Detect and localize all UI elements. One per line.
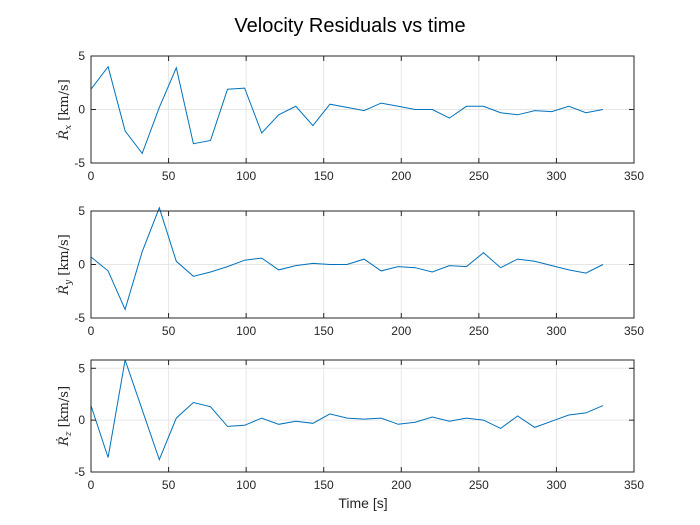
figure-title: Velocity Residuals vs time — [234, 15, 465, 37]
x-tick-label: 50 — [162, 169, 176, 183]
x-tick-label: 50 — [162, 324, 176, 338]
x-tick-label: 100 — [236, 324, 256, 338]
x-tick-label: 300 — [546, 324, 566, 338]
series-line — [90, 206, 604, 311]
x-tick-label: 150 — [314, 324, 334, 338]
y-tick-label: -5 — [74, 156, 85, 170]
x-tick-label: 200 — [391, 169, 411, 183]
series-line — [90, 65, 604, 155]
x-tick-label: 350 — [624, 478, 644, 492]
y-axis-label: Ṙz [km/s] — [55, 386, 74, 447]
plot-area — [91, 360, 634, 472]
y-tick-label: 5 — [78, 49, 85, 63]
x-tick-label: 0 — [88, 324, 95, 338]
y-tick-label: 5 — [78, 204, 85, 218]
y-axis-label: Ṙy [km/s] — [55, 234, 74, 295]
x-tick-label: 200 — [391, 324, 411, 338]
x-tick-label: 300 — [546, 478, 566, 492]
y-axis-label: Ṙx [km/s] — [55, 79, 74, 140]
x-tick-label: 300 — [546, 169, 566, 183]
x-tick-label: 350 — [624, 324, 644, 338]
axes-box — [90, 359, 635, 473]
x-tick-label: 250 — [469, 478, 489, 492]
y-tick-label: 5 — [78, 361, 85, 375]
y-tick-label: 0 — [78, 413, 85, 427]
y-tick-label: 0 — [78, 103, 85, 117]
x-tick-label: 250 — [469, 324, 489, 338]
x-tick-label: 100 — [236, 169, 256, 183]
series-line — [90, 359, 604, 462]
x-tick-label: 200 — [391, 478, 411, 492]
x-tick-label: 50 — [162, 478, 176, 492]
x-tick-label: 250 — [469, 169, 489, 183]
x-axis-label: Time [s] — [338, 495, 387, 511]
y-tick-label: -5 — [74, 465, 85, 479]
x-tick-label: 0 — [88, 169, 95, 183]
x-tick-label: 350 — [624, 169, 644, 183]
x-tick-label: 0 — [88, 478, 95, 492]
x-tick-label: 150 — [314, 169, 334, 183]
x-tick-label: 100 — [236, 478, 256, 492]
y-tick-label: 0 — [78, 258, 85, 272]
y-tick-label: -5 — [74, 311, 85, 325]
x-tick-label: 150 — [314, 478, 334, 492]
